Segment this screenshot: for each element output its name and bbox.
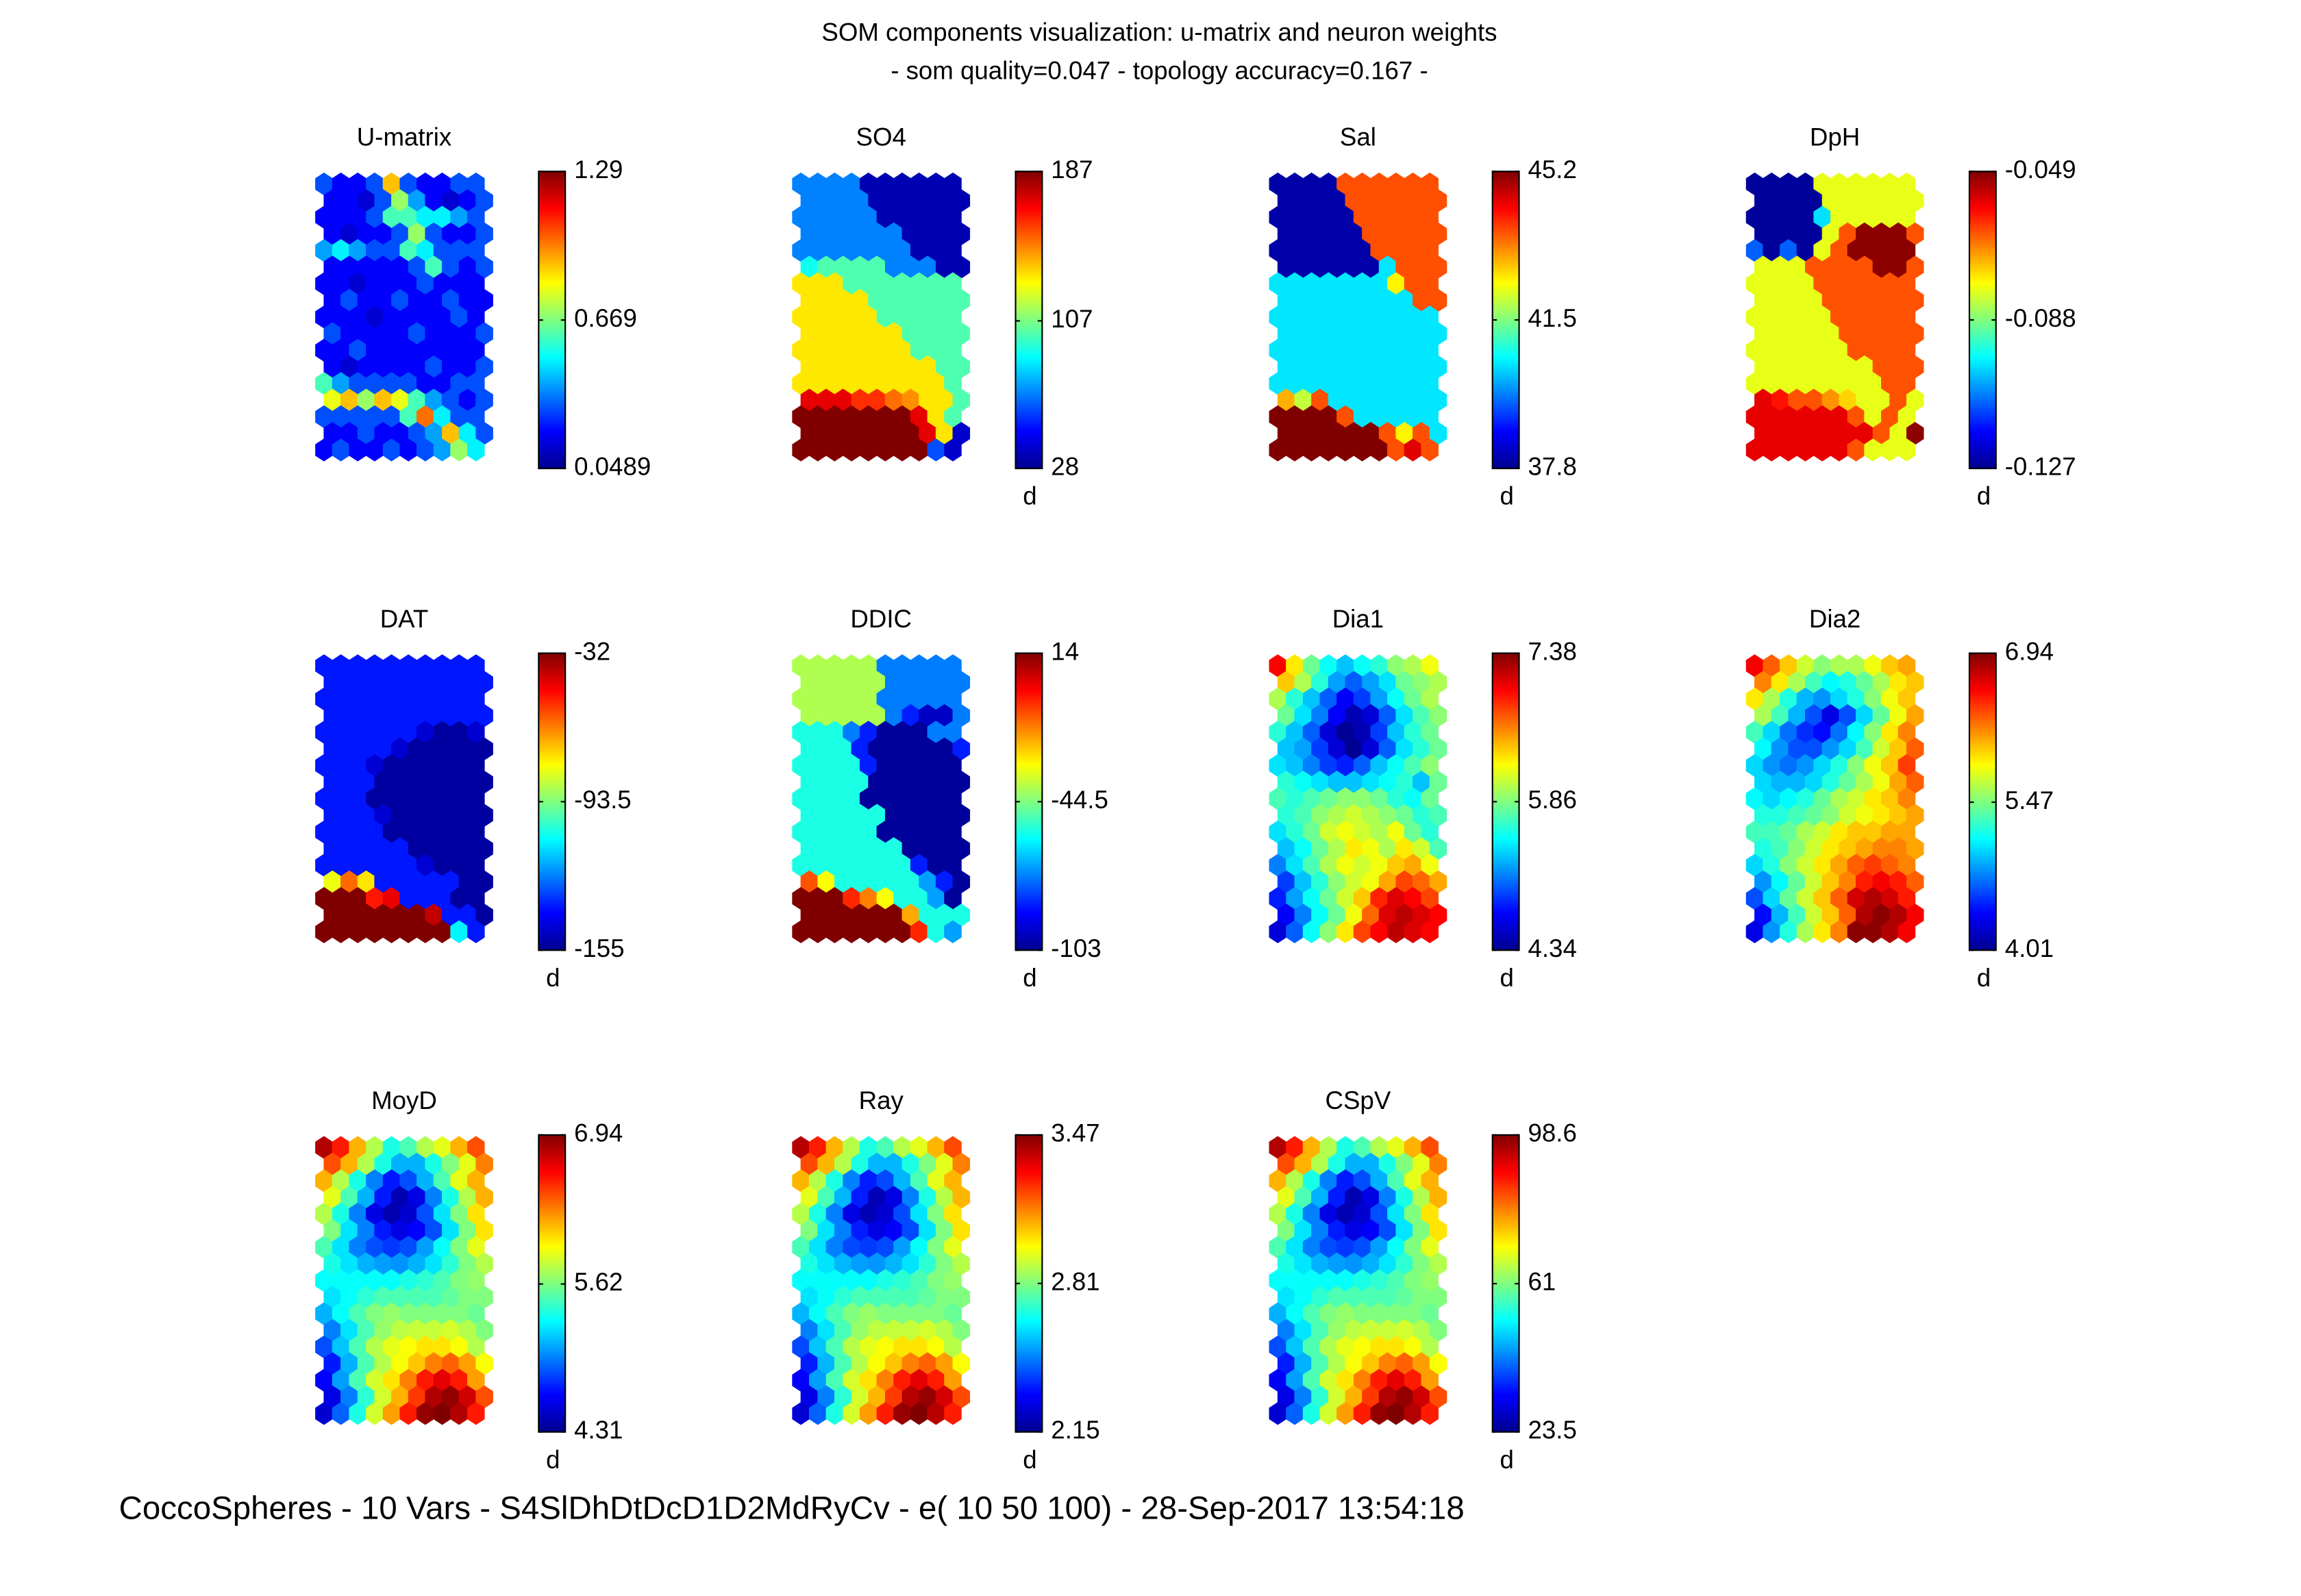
colorbar-tick-label: -44.5 xyxy=(1051,786,1108,814)
colorbar-tick-label: 1.29 xyxy=(574,155,623,184)
colorbar-tick-label: 28 xyxy=(1051,453,1079,481)
colorbar-tick-label: 2.15 xyxy=(1051,1416,1099,1444)
hex-cell xyxy=(1421,1401,1439,1425)
panel-title: DDIC xyxy=(850,605,912,633)
colorbar-tick-label: -155 xyxy=(574,934,624,962)
colorbar-label: d xyxy=(1500,964,1514,992)
colorbar-tick-label: 37.8 xyxy=(1528,453,1577,481)
panel-title: U-matrix xyxy=(357,123,451,151)
panel-title: DpH xyxy=(1810,123,1860,151)
colorbar-label: d xyxy=(1977,964,1991,992)
colorbar-tick-label: 0.0489 xyxy=(574,453,651,481)
hex-cell xyxy=(944,438,962,462)
colorbar-tick-label: 14 xyxy=(1051,637,1079,665)
colorbar-tick-label: 4.01 xyxy=(2005,934,2054,962)
figure-subtitle: - som quality=0.047 - topology accuracy=… xyxy=(891,56,1428,84)
figure-footer: CoccoSpheres - 10 Vars - S4SlDhDtDcD1D2M… xyxy=(119,1490,1465,1526)
colorbar-tick-label: 41.5 xyxy=(1528,304,1577,332)
colorbar-tick-label: 5.62 xyxy=(574,1268,623,1296)
colorbar-label: d xyxy=(1023,1445,1036,1473)
hex-cell xyxy=(944,1401,962,1425)
hex-cell xyxy=(1421,438,1439,462)
colorbar-tick-label: 107 xyxy=(1051,305,1093,333)
colorbar-tick-label: -0.127 xyxy=(2005,453,2076,481)
colorbar-tick-label: 187 xyxy=(1051,155,1093,184)
colorbar-tick-label: 4.31 xyxy=(574,1416,623,1444)
hex-cell xyxy=(944,920,962,943)
panel-title: DAT xyxy=(380,605,429,633)
panel-title: CSpV xyxy=(1326,1086,1391,1114)
panel-title: Dia2 xyxy=(1809,605,1861,633)
colorbar-tick-label: 5.47 xyxy=(2005,786,2054,814)
panel-title: Sal xyxy=(1340,123,1376,151)
colorbar-tick-label: 4.34 xyxy=(1528,934,1577,962)
hex-cell xyxy=(1898,920,1916,943)
colorbar-tick-label: 6.94 xyxy=(2005,637,2054,665)
colorbar-tick-label: 3.47 xyxy=(1051,1119,1099,1147)
figure-title: SOM components visualization: u-matrix a… xyxy=(821,18,1497,46)
panel-title: Ray xyxy=(859,1086,904,1114)
hex-cell xyxy=(467,1401,485,1425)
colorbar-label: d xyxy=(1977,482,1991,510)
colorbar-tick-label: 45.2 xyxy=(1528,155,1577,184)
colorbar-tick-label: -0.088 xyxy=(2005,304,2076,332)
colorbar-tick-label: 2.81 xyxy=(1051,1267,1099,1295)
colorbar-tick-label: -93.5 xyxy=(574,786,632,814)
colorbar-tick-label: -32 xyxy=(574,637,610,665)
colorbar-tick-label: 5.86 xyxy=(1528,786,1577,814)
hex-cell xyxy=(1898,438,1916,462)
colorbar-tick-label: -0.049 xyxy=(2005,155,2076,184)
colorbar-tick-label: 6.94 xyxy=(574,1119,623,1147)
colorbar-tick-label: -103 xyxy=(1051,934,1101,962)
colorbar-tick-label: 7.38 xyxy=(1528,637,1577,665)
panel-title: SO4 xyxy=(856,123,906,151)
colorbar-tick-label: 23.5 xyxy=(1528,1416,1577,1444)
colorbar-label: d xyxy=(1023,964,1036,992)
colorbar-label: d xyxy=(546,964,560,992)
colorbar-tick-label: 98.6 xyxy=(1528,1119,1577,1147)
colorbar-label: d xyxy=(1023,482,1036,510)
colorbar-tick-label: 61 xyxy=(1528,1268,1556,1296)
hex-cell xyxy=(467,920,485,943)
colorbar-label: d xyxy=(546,1445,560,1473)
hex-cell xyxy=(1421,920,1439,943)
colorbar xyxy=(1015,171,1043,469)
panel-title: Dia1 xyxy=(1332,605,1384,633)
hex-cell xyxy=(467,438,485,462)
colorbar-tick-label: 0.669 xyxy=(574,304,637,332)
colorbar-label: d xyxy=(1500,482,1514,510)
colorbar-label: d xyxy=(1500,1445,1514,1473)
panel-title: MoyD xyxy=(371,1086,437,1114)
